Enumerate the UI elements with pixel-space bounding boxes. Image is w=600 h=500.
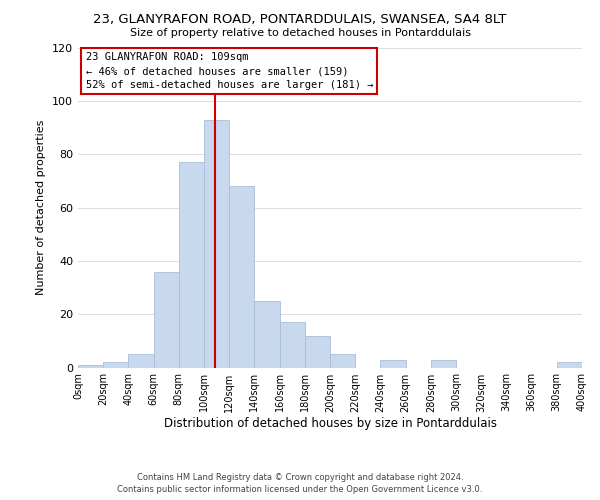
- Bar: [280, 322, 305, 368]
- Text: 23 GLANYRAFON ROAD: 109sqm
← 46% of detached houses are smaller (159)
52% of sem: 23 GLANYRAFON ROAD: 109sqm ← 46% of deta…: [86, 52, 373, 90]
- Bar: [330, 354, 355, 368]
- Bar: [229, 186, 254, 368]
- Text: Contains HM Land Registry data © Crown copyright and database right 2024.
Contai: Contains HM Land Registry data © Crown c…: [118, 472, 482, 494]
- Bar: [179, 162, 204, 368]
- Bar: [431, 360, 456, 368]
- Text: 23, GLANYRAFON ROAD, PONTARDDULAIS, SWANSEA, SA4 8LT: 23, GLANYRAFON ROAD, PONTARDDULAIS, SWAN…: [94, 12, 506, 26]
- Bar: [380, 360, 406, 368]
- Bar: [103, 362, 128, 368]
- Bar: [78, 365, 103, 368]
- Bar: [305, 336, 330, 368]
- Bar: [204, 120, 229, 368]
- Text: Size of property relative to detached houses in Pontarddulais: Size of property relative to detached ho…: [130, 28, 470, 38]
- Bar: [254, 301, 280, 368]
- Y-axis label: Number of detached properties: Number of detached properties: [37, 120, 46, 295]
- Bar: [128, 354, 154, 368]
- Bar: [557, 362, 582, 368]
- X-axis label: Distribution of detached houses by size in Pontarddulais: Distribution of detached houses by size …: [163, 418, 497, 430]
- Bar: [154, 272, 179, 368]
